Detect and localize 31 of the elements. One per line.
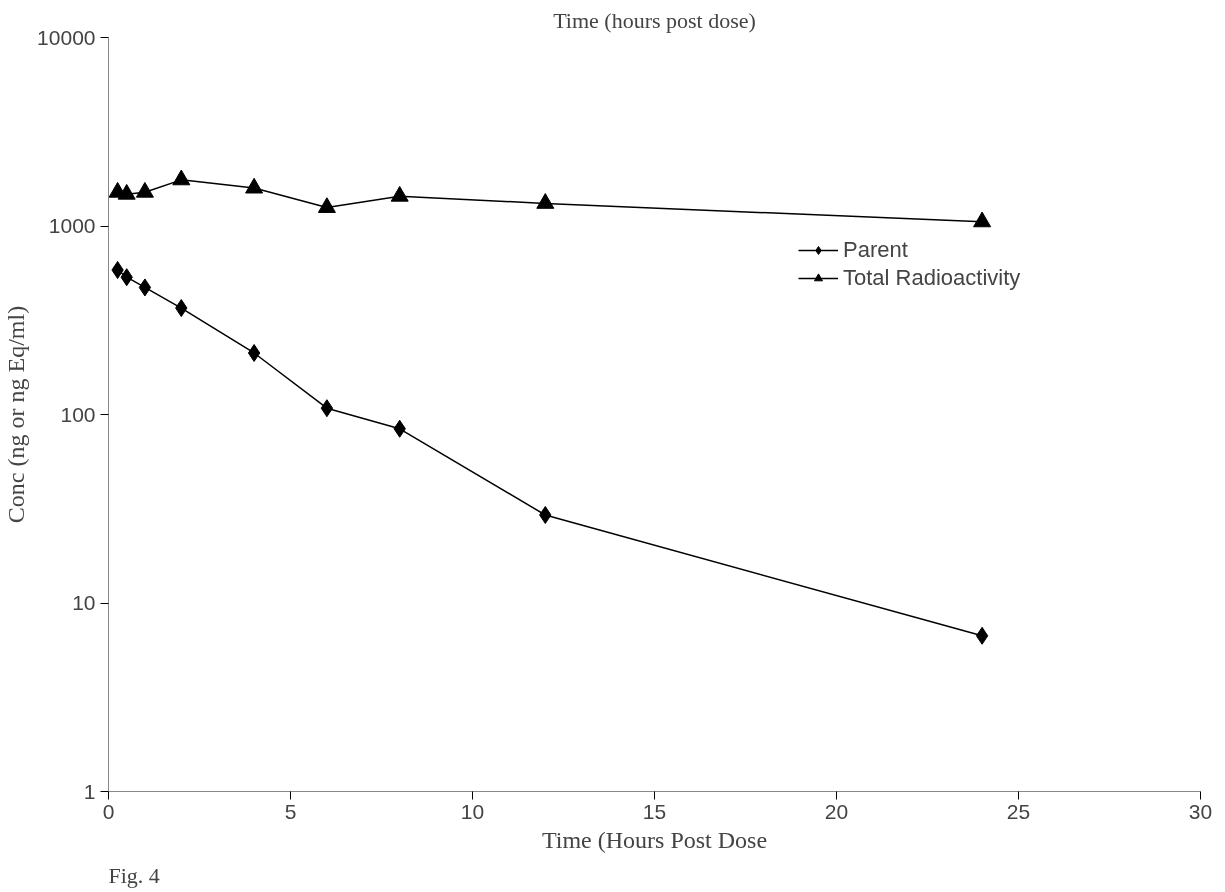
x-tick-label: 25 xyxy=(1006,799,1031,823)
x-tick-label: 5 xyxy=(284,799,297,823)
x-tick-label: 20 xyxy=(824,799,849,823)
x-tick-label: 0 xyxy=(102,799,115,823)
y-tick-label: 10 xyxy=(72,591,96,614)
y-tick-label: 100 xyxy=(60,402,96,426)
legend-label: Parent xyxy=(843,237,908,263)
point xyxy=(245,177,264,194)
point xyxy=(390,185,409,202)
y-tick-label: 10000 xyxy=(37,25,96,49)
point xyxy=(973,211,992,228)
x-axis-title: Time (Hours Post Dose xyxy=(541,826,768,853)
x-tick-label: 10 xyxy=(460,799,485,823)
chart-title: Time (hours post dose) xyxy=(553,7,756,33)
y-axis-title: Conc (ng or ng Eq/ml) xyxy=(3,305,30,524)
point xyxy=(135,181,154,198)
point xyxy=(247,343,261,362)
caption: Fig. 4 xyxy=(108,862,160,888)
point xyxy=(117,183,136,200)
point xyxy=(539,506,552,524)
point xyxy=(320,399,334,418)
point xyxy=(536,193,555,209)
point xyxy=(172,169,191,186)
x-tick-label: 30 xyxy=(1188,799,1213,823)
point xyxy=(317,197,336,213)
legend-label: Total Radioactivity xyxy=(843,265,1021,291)
y-tick-label: 1000 xyxy=(48,214,96,237)
point xyxy=(975,626,989,645)
x-tick-label: 15 xyxy=(642,799,667,823)
point xyxy=(138,278,152,297)
y-tick-label: 1 xyxy=(83,779,96,803)
